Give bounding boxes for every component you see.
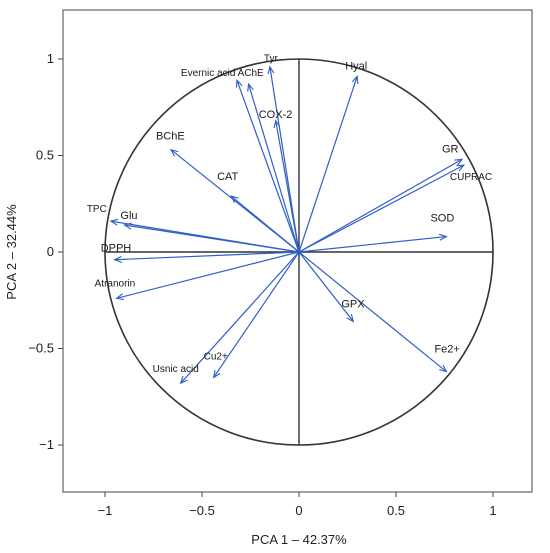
x-axis-title: PCA 1 – 42.37% bbox=[251, 532, 347, 547]
loading-arrow-dpph bbox=[115, 251, 300, 260]
loading-label-gr: GR bbox=[442, 143, 459, 155]
loading-label-cuprac: CUPRAC bbox=[450, 172, 492, 183]
loading-label-atranorin: Atranorin bbox=[95, 278, 136, 289]
loading-arrow-tyr bbox=[270, 67, 300, 253]
loading-arrow-unlabeled-3 bbox=[249, 84, 300, 253]
y-axis-title: PCA 2 – 32.44% bbox=[4, 204, 19, 300]
loading-arrow-atranorin bbox=[117, 251, 300, 298]
loading-label-cat: CAT bbox=[217, 171, 238, 183]
loading-label-sod: SOD bbox=[430, 213, 454, 225]
loading-label-evernic-acid-ache: Evernic acid AChE bbox=[181, 68, 264, 79]
y-tick-label: 0 bbox=[47, 244, 54, 259]
loading-arrow-cu2 bbox=[214, 251, 300, 377]
loading-arrow-fe2 bbox=[298, 251, 446, 372]
x-tick-label: 0 bbox=[295, 503, 302, 518]
loading-label-usnic-acid: Usnic acid bbox=[153, 364, 199, 375]
x-tick-label: −0.5 bbox=[189, 503, 215, 518]
loading-arrow-gpx bbox=[298, 251, 353, 321]
y-tick-label: 1 bbox=[47, 51, 54, 66]
y-tick-label: −1 bbox=[39, 437, 54, 452]
loading-label-dpph: DPPH bbox=[101, 243, 132, 255]
loading-arrow-sod bbox=[298, 237, 446, 253]
loading-arrow-hyal bbox=[298, 76, 357, 253]
loading-label-cox-2: COX-2 bbox=[259, 109, 293, 121]
x-tick-label: 0.5 bbox=[387, 503, 405, 518]
loading-arrow-cat bbox=[231, 196, 300, 253]
loading-arrow-glu bbox=[124, 225, 300, 253]
loading-label-fe2: Fe2+ bbox=[434, 344, 459, 356]
loading-arrow-cuprac bbox=[298, 165, 464, 253]
loading-label-gpx: GPX bbox=[341, 298, 365, 310]
y-tick-label: −0.5 bbox=[28, 341, 54, 356]
loading-label-hyal: Hyal bbox=[345, 60, 367, 72]
loading-label-bche: BChE bbox=[156, 131, 185, 143]
loading-arrow-gr bbox=[298, 159, 462, 253]
loading-label-glu: Glu bbox=[120, 210, 137, 222]
loading-label-tyr: Tyr bbox=[264, 54, 279, 65]
loading-arrow-evernic-acid-ache bbox=[237, 80, 300, 253]
loading-label-tpc: TPC bbox=[87, 204, 107, 215]
loading-arrow-cox-2 bbox=[276, 121, 300, 253]
loading-arrow-usnic-acid bbox=[181, 251, 300, 383]
y-tick-label: 0.5 bbox=[36, 148, 54, 163]
x-tick-label: 1 bbox=[489, 503, 496, 518]
loading-label-cu2: Cu2+ bbox=[204, 351, 228, 362]
x-tick-label: −1 bbox=[98, 503, 113, 518]
